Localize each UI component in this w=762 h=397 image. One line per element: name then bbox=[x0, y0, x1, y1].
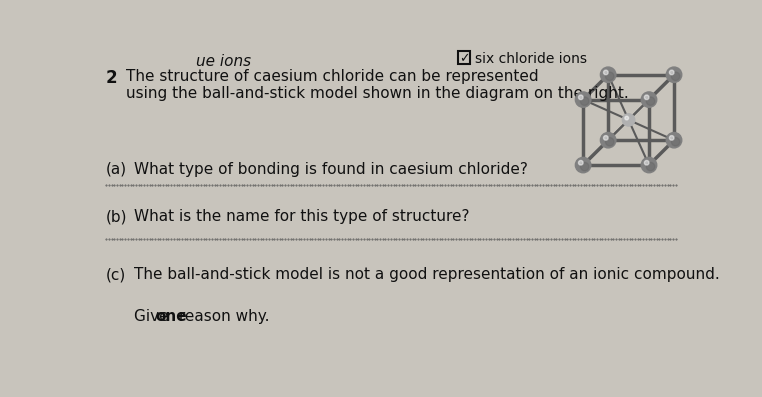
Text: six chloride ions: six chloride ions bbox=[475, 52, 587, 66]
Text: one: one bbox=[155, 309, 187, 324]
Circle shape bbox=[642, 92, 657, 107]
Circle shape bbox=[578, 95, 583, 100]
Circle shape bbox=[606, 137, 614, 146]
Circle shape bbox=[671, 72, 680, 81]
Circle shape bbox=[581, 162, 589, 171]
Text: ue ions: ue ions bbox=[196, 54, 251, 69]
Text: using the ball-and-stick model shown in the diagram on the right.: using the ball-and-stick model shown in … bbox=[126, 86, 629, 101]
Text: (b): (b) bbox=[106, 209, 127, 224]
Text: (a): (a) bbox=[106, 162, 127, 177]
Circle shape bbox=[669, 135, 674, 140]
Circle shape bbox=[600, 133, 616, 148]
Circle shape bbox=[600, 67, 616, 83]
Circle shape bbox=[575, 92, 591, 107]
Circle shape bbox=[642, 157, 657, 173]
Text: The structure of caesium chloride can be represented: The structure of caesium chloride can be… bbox=[126, 69, 539, 84]
Circle shape bbox=[578, 160, 583, 165]
Circle shape bbox=[645, 95, 649, 100]
Circle shape bbox=[666, 67, 682, 83]
Text: (c): (c) bbox=[106, 267, 126, 282]
Circle shape bbox=[671, 137, 680, 146]
Text: 2: 2 bbox=[106, 69, 117, 87]
Circle shape bbox=[645, 160, 649, 165]
Circle shape bbox=[669, 70, 674, 75]
Circle shape bbox=[625, 116, 629, 120]
Text: The ball-and-stick model is not a good representation of an ionic compound.: The ball-and-stick model is not a good r… bbox=[134, 267, 720, 282]
Text: What is the name for this type of structure?: What is the name for this type of struct… bbox=[134, 209, 469, 224]
Circle shape bbox=[604, 70, 608, 75]
Circle shape bbox=[666, 133, 682, 148]
Bar bbox=[458, 52, 470, 64]
Text: Give: Give bbox=[134, 309, 174, 324]
Circle shape bbox=[646, 162, 655, 171]
Circle shape bbox=[581, 97, 589, 105]
Circle shape bbox=[606, 72, 614, 81]
Circle shape bbox=[575, 157, 591, 173]
Text: reason why.: reason why. bbox=[174, 309, 270, 324]
Text: ✓: ✓ bbox=[459, 52, 470, 65]
Circle shape bbox=[646, 97, 655, 105]
Text: What type of bonding is found in caesium chloride?: What type of bonding is found in caesium… bbox=[134, 162, 528, 177]
Circle shape bbox=[604, 135, 608, 140]
Circle shape bbox=[623, 114, 635, 126]
